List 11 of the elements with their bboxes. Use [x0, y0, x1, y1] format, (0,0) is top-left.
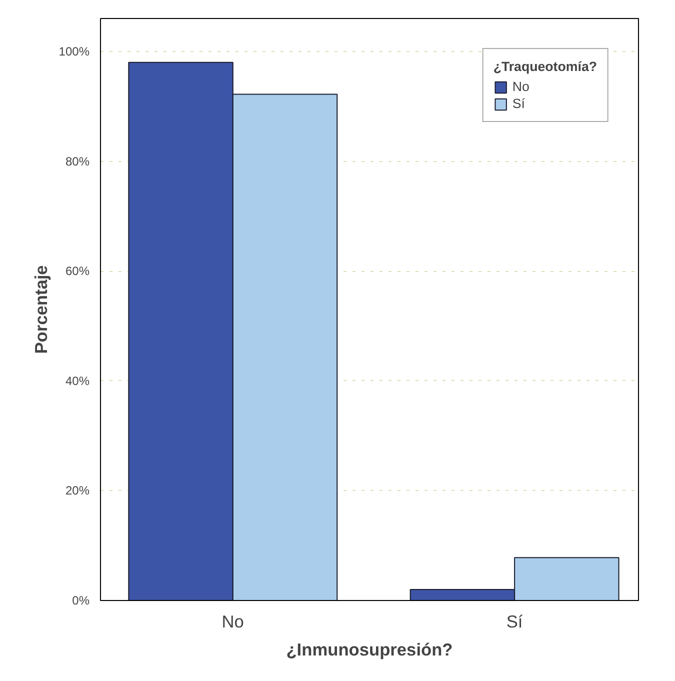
- y-axis-title: Porcentaje: [30, 264, 51, 354]
- y-tick-label: 40%: [65, 374, 90, 388]
- y-tick-label: 80%: [65, 154, 90, 168]
- y-tick-label: 60%: [65, 264, 90, 278]
- legend-label: No: [512, 79, 530, 94]
- legend-title: ¿Traqueotomía?: [493, 59, 597, 74]
- legend-label: Sí: [512, 96, 526, 111]
- y-tick-label: 20%: [65, 484, 90, 498]
- y-tick-label: 100%: [58, 44, 90, 58]
- y-tick-label: 0%: [72, 594, 90, 608]
- x-axis-title: ¿Inmunosupresión?: [286, 640, 453, 660]
